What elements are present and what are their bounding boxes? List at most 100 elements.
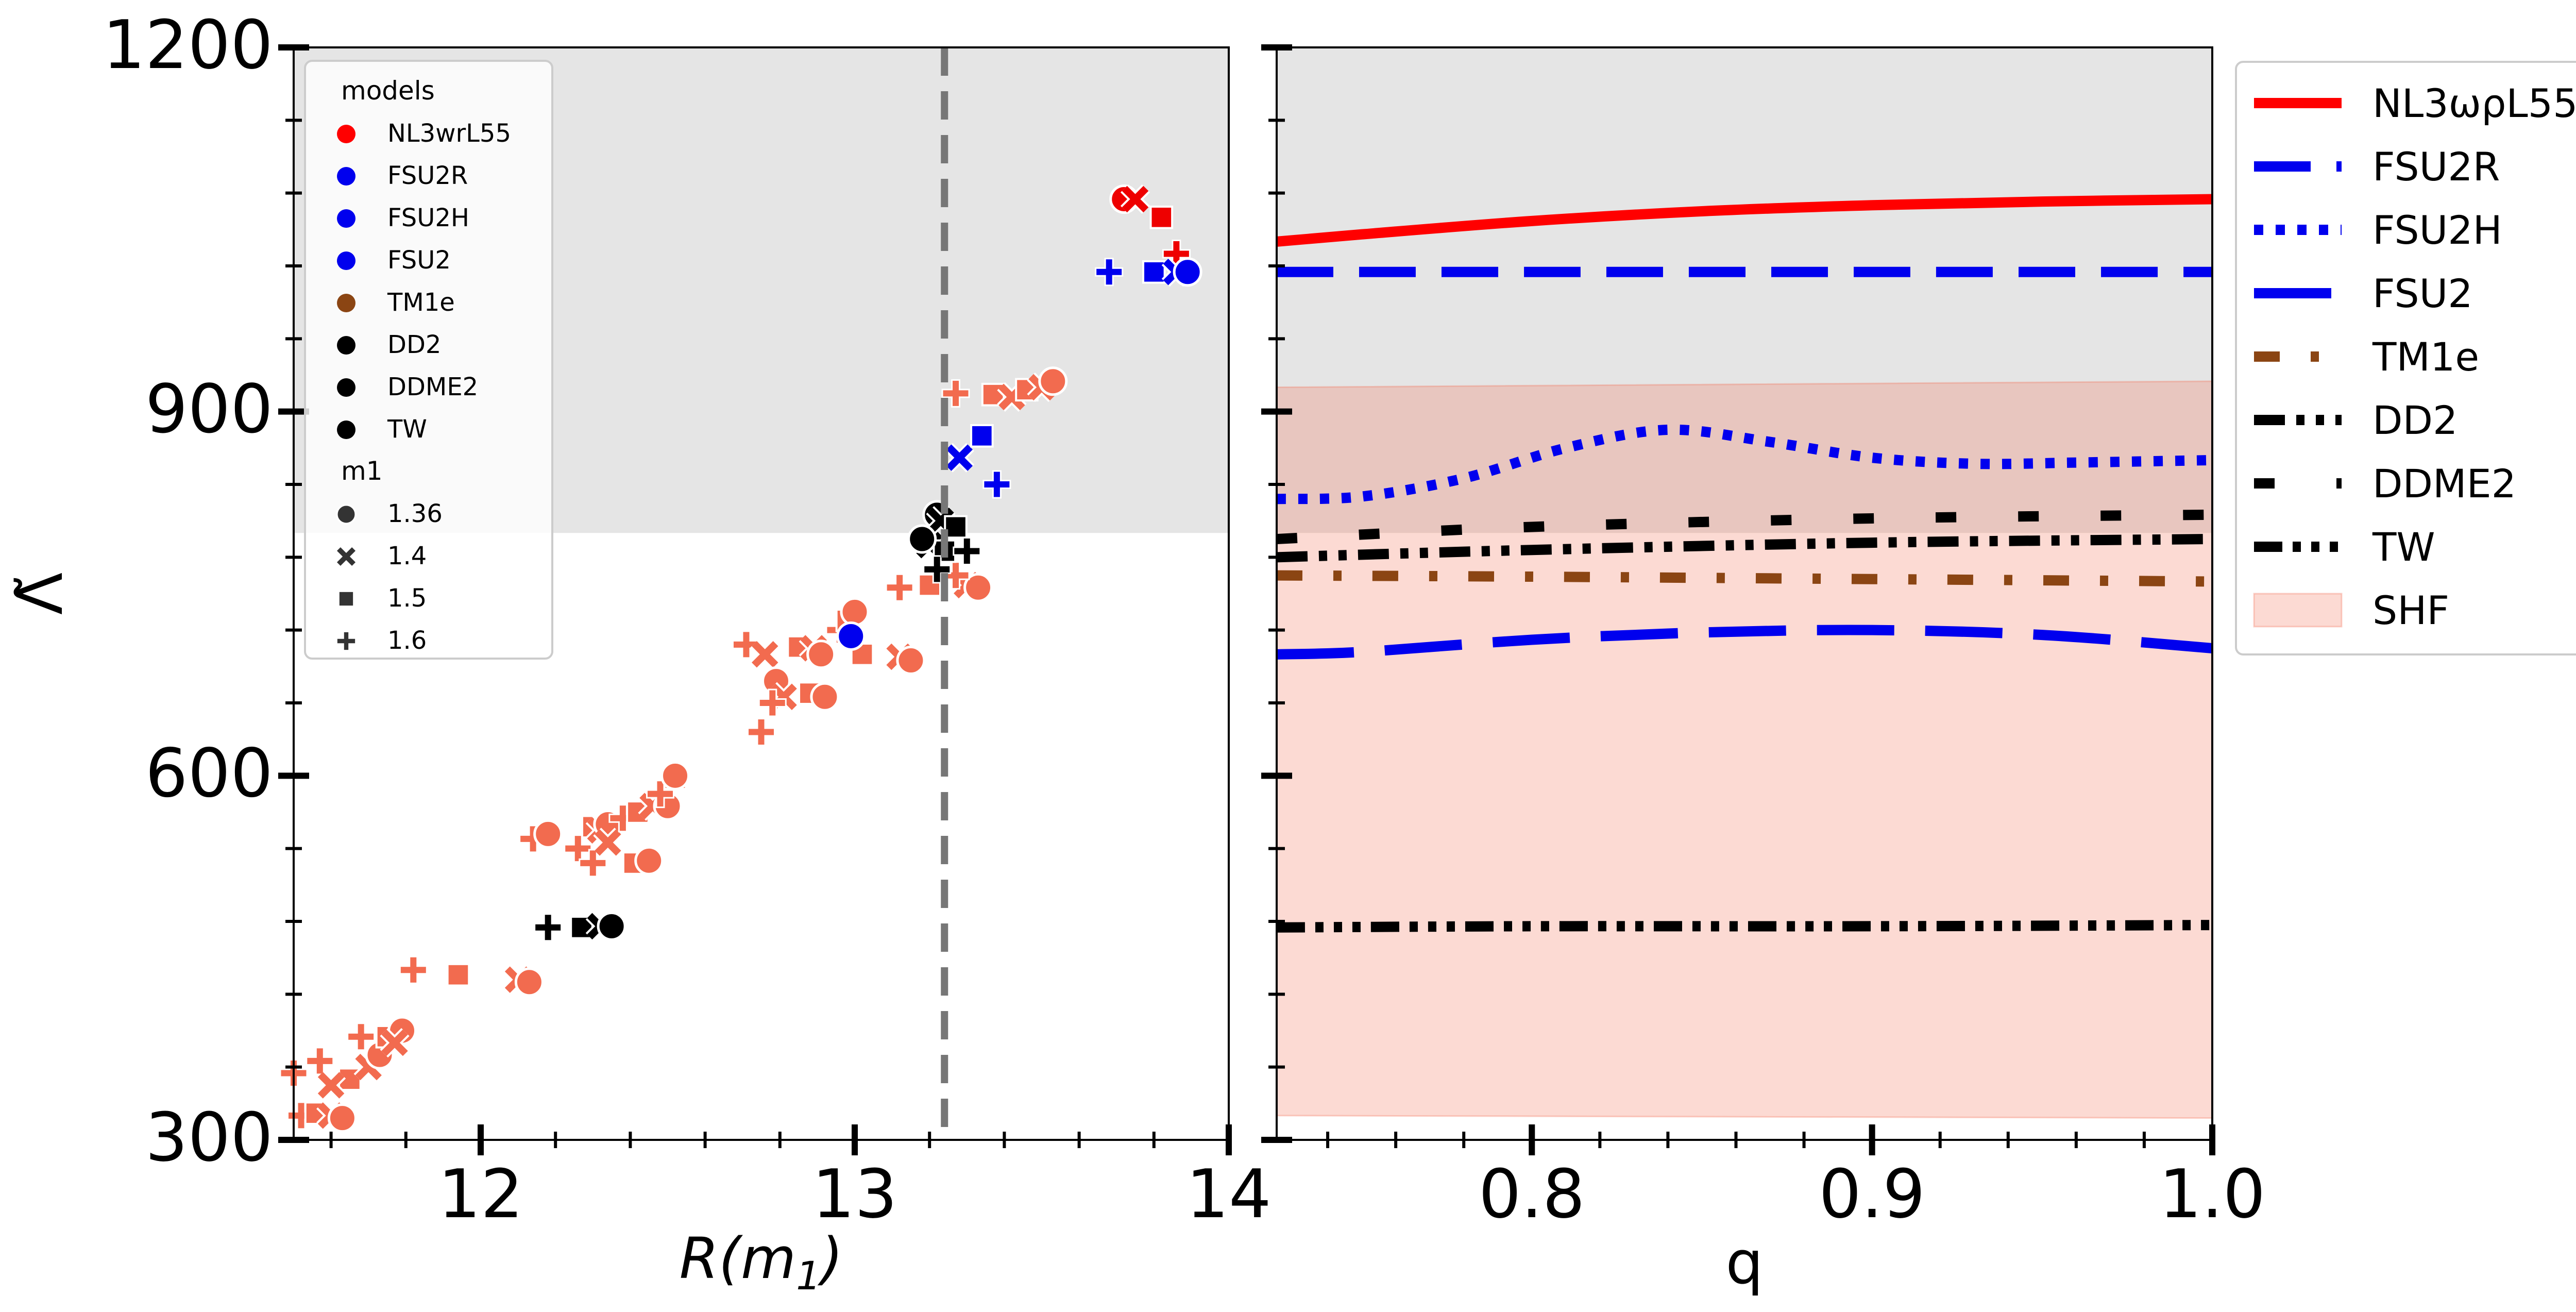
right-legend-box [2235, 61, 2576, 655]
shf-band [1276, 380, 2213, 1119]
left-axis-ticks [278, 44, 1232, 1155]
scatter-point-2-3 [1173, 257, 1202, 287]
y-tick-label-0: 300 [145, 1098, 273, 1176]
scatter-point-0-39 [758, 688, 787, 717]
legend-m1-label-0: 1.36 [387, 499, 443, 528]
scatter-point-0-36 [750, 640, 780, 669]
legend-model-label-0: NL3wrL55 [387, 119, 511, 148]
right-legend: NL3ωρL55 FSU2R FSU2H FSU2 TM1e DD2 DDME2 TW SHF [2235, 61, 2576, 655]
right-axis-ticks [1261, 44, 2215, 1155]
scatter-point-0-43 [806, 640, 836, 669]
legend-model-swatch-7 [337, 420, 355, 439]
scatter-point-0-14 [399, 955, 428, 984]
scatter-point-0-55 [963, 573, 993, 602]
left-x-tick-label-0: 12 [438, 1155, 523, 1233]
legend-label-5: DD2 [2372, 397, 2458, 443]
legend-models-title: models [341, 76, 435, 106]
scatter-point-0-5 [306, 1047, 334, 1075]
left-x-tick-labels: 12 13 14 [438, 1155, 1271, 1233]
legend-model-label-5: DD2 [387, 330, 441, 359]
legend-model-label-3: FSU2 [387, 246, 451, 275]
left-legend-box [304, 60, 553, 660]
legend-m1-marker-0 [336, 504, 357, 525]
left-x-axis-label: R(m1) [680, 1225, 843, 1299]
legend-label-8: SHF [2372, 587, 2449, 633]
legend-m1-shape-3 [336, 631, 357, 651]
scatter-point-4-10 [923, 555, 952, 584]
scatter-point-2-0 [1095, 258, 1124, 287]
y-tick-label-1: 600 [145, 734, 273, 812]
scatter-point-0-34 [660, 761, 690, 790]
scatter-point-0-57 [941, 379, 970, 408]
legend-m1-shape-1-stroke [336, 547, 356, 566]
series-line-NL3ωρL55 [1276, 194, 2213, 247]
legend-label-2: FSU2H [2372, 207, 2502, 253]
right-x-axis-label: q [1726, 1229, 1764, 1298]
scatter-point-0-9-stroke [317, 1072, 345, 1099]
right-x-tick-label-1: 0.9 [1819, 1155, 1925, 1233]
legend-m1-marker-2 [338, 591, 354, 607]
scatter-point-0-32 [646, 780, 674, 809]
legend-model-swatch-3 [337, 251, 355, 270]
legend-model-swatch-1 [337, 167, 355, 186]
left-legend: models NL3wrL55 FSU2R FSU2H FSU2 TM1e DD2 DDME2… [304, 60, 553, 660]
scatter-point-0-3 [327, 1103, 357, 1133]
legend-model-swatch-2 [337, 209, 355, 228]
legend-model-label-4: TM1e [387, 288, 455, 317]
legend-m1-shape-2 [338, 591, 354, 607]
legend-m1-shape-1 [335, 546, 357, 567]
scatter-point-3-2 [982, 470, 1011, 499]
scatter-point-0-45 [810, 682, 840, 712]
legend-model-swatch-5 [337, 336, 355, 355]
right-line-panel: 0.8 0.9 1.0 q NL3ωρL55 FSU2R FSU2H FSU2 TM1e DD… [1261, 44, 2576, 1298]
scatter-point-0-62 [1038, 366, 1068, 396]
right-series-lines [1276, 194, 2213, 933]
scatter-point-1-2 [1149, 205, 1174, 229]
right-x-tick-label-2: 1.0 [2159, 1155, 2266, 1233]
scatter-point-4-6 [944, 515, 968, 539]
legend-m1-shape-0 [336, 504, 357, 525]
y-tick-label-2: 900 [145, 370, 273, 448]
scatter-point-0-49 [850, 642, 874, 666]
right-x-tick-labels: 0.8 0.9 1.0 [1479, 1155, 2265, 1233]
scatter-point-0-10 [347, 1022, 376, 1051]
legend-label-7: TW [2372, 524, 2435, 570]
scatter-point-0-13-stroke [381, 1029, 408, 1056]
legend-m1-marker-1 [335, 546, 357, 567]
scatter-point-0-27 [634, 846, 664, 876]
legend-m1-label-3: 1.6 [387, 626, 427, 655]
scatter-point-0-9 [316, 1070, 346, 1100]
scatter-point-0-36-stroke [752, 641, 778, 668]
y-tick-label-3: 1200 [103, 6, 273, 84]
left-x-tick-label-2: 14 [1186, 1155, 1271, 1233]
legend-model-swatch-0 [337, 125, 355, 143]
scatter-point-3-3 [836, 621, 866, 651]
right-x-tick-label-0: 0.8 [1479, 1155, 1585, 1233]
legend-m1-title: m1 [341, 456, 383, 486]
left-axes-frame [293, 46, 1230, 1141]
legend-label-4: TM1e [2372, 334, 2479, 380]
shf-band-area [1276, 380, 2213, 1119]
scatter-point-0-24 [579, 849, 607, 878]
legend-model-swatch-6 [337, 378, 355, 397]
series-line-FSU2 [1276, 625, 2213, 660]
scatter-point-0-17 [514, 967, 544, 997]
scatter-point-0-40 [747, 718, 775, 747]
scatter-point-0-15 [446, 963, 470, 987]
legend-m1-label-2: 1.5 [387, 584, 427, 613]
scatter-point-0-25-stroke [595, 829, 621, 856]
legend-model-swatch-4 [337, 294, 355, 312]
legend-m1-label-1: 1.4 [387, 542, 427, 570]
y-axis-label: Λ̃ [5, 573, 77, 615]
scatter-point-0-51 [896, 646, 926, 676]
series-line-TM1e [1276, 570, 2213, 587]
scatter-point-3-0 [944, 443, 974, 473]
legend-label-3: FSU2 [2372, 271, 2473, 316]
scatter-point-0-19 [533, 819, 563, 849]
scatter-point-1-1-stroke [1122, 186, 1149, 213]
scatter-point-0-48 [840, 597, 870, 627]
right-axes-frame [1276, 46, 2213, 1141]
scatter-point-3-0-stroke [946, 444, 973, 471]
legend-model-label-2: FSU2H [387, 204, 469, 232]
